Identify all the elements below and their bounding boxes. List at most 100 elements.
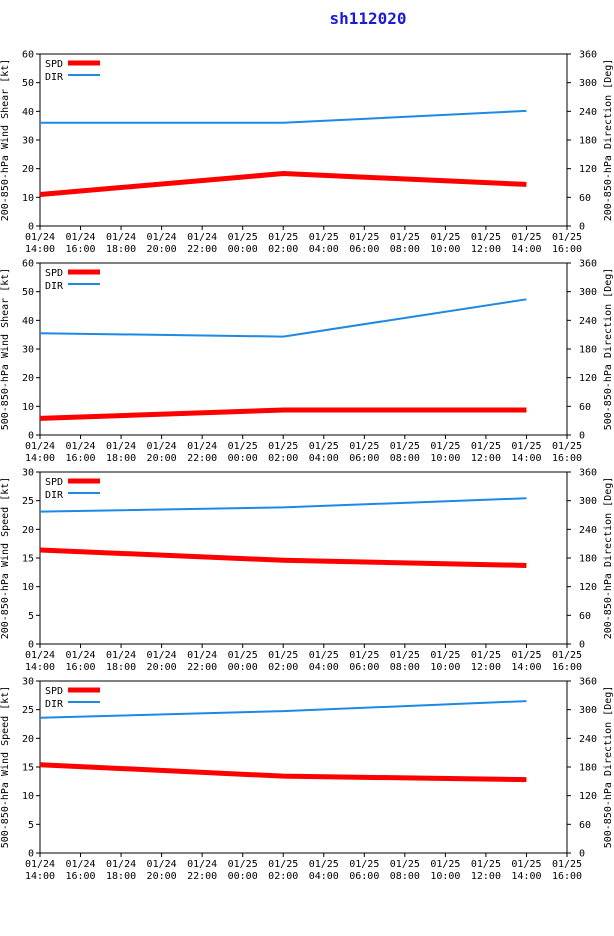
x-tick-date: 01/25 xyxy=(228,859,258,870)
x-tick-time: 20:00 xyxy=(147,453,177,464)
x-tick-time: 22:00 xyxy=(187,453,217,464)
x-tick-date: 01/25 xyxy=(309,441,339,452)
x-tick-time: 02:00 xyxy=(268,662,298,673)
x-tick-time: 00:00 xyxy=(228,453,258,464)
x-tick-time: 16:00 xyxy=(65,244,95,255)
x-tick-date: 01/24 xyxy=(106,650,136,661)
x-tick-time: 02:00 xyxy=(268,453,298,464)
left-tick-label: 25 xyxy=(22,496,34,507)
plot-frame xyxy=(39,53,568,227)
x-tick-time: 00:00 xyxy=(228,871,258,882)
x-tick-date: 01/25 xyxy=(268,441,298,452)
x-tick-time: 10:00 xyxy=(430,453,460,464)
right-tick-label: 0 xyxy=(579,849,585,860)
x-tick-date: 01/24 xyxy=(65,650,95,661)
x-tick-date: 01/25 xyxy=(228,232,258,243)
right-tick-label: 0 xyxy=(579,431,585,442)
x-tick-date: 01/24 xyxy=(147,650,177,661)
chart-panel-2: 010203040506006012018024030036001/2414:0… xyxy=(0,259,614,465)
x-tick-date: 01/24 xyxy=(187,232,217,243)
x-tick-date: 01/25 xyxy=(552,232,582,243)
x-tick-time: 12:00 xyxy=(471,453,501,464)
right-tick-label: 240 xyxy=(579,734,597,745)
left-tick-label: 0 xyxy=(28,431,34,442)
right-tick-label: 120 xyxy=(579,373,597,384)
x-tick-date: 01/25 xyxy=(552,650,582,661)
x-tick-time: 14:00 xyxy=(511,871,541,882)
x-tick-date: 01/24 xyxy=(25,232,55,243)
legend-dir-label: DIR xyxy=(45,72,64,83)
legend-spd-label: SPD xyxy=(45,59,63,70)
y-axis-label-left: 200-850-hPa Wind Shear [kt] xyxy=(0,59,11,222)
x-tick-time: 20:00 xyxy=(147,871,177,882)
x-tick-date: 01/25 xyxy=(349,232,379,243)
chart-title: sh112020 xyxy=(329,9,406,28)
dir-line xyxy=(39,497,527,513)
x-tick-date: 01/25 xyxy=(430,650,460,661)
x-tick-time: 16:00 xyxy=(65,871,95,882)
x-tick-date: 01/25 xyxy=(228,441,258,452)
x-tick-date: 01/25 xyxy=(471,232,501,243)
x-tick-date: 01/24 xyxy=(25,441,55,452)
x-tick-time: 14:00 xyxy=(25,662,55,673)
right-tick-label: 120 xyxy=(579,164,597,175)
spd-line xyxy=(39,547,527,568)
x-tick-time: 14:00 xyxy=(25,244,55,255)
x-tick-time: 06:00 xyxy=(349,662,379,673)
x-tick-time: 02:00 xyxy=(268,244,298,255)
x-tick-time: 18:00 xyxy=(106,871,136,882)
spd-line xyxy=(39,171,527,197)
legend-dir-label: DIR xyxy=(45,281,64,292)
x-tick-time: 06:00 xyxy=(349,871,379,882)
y-axis-label-right: 200-850-hPa Direction [Deg] xyxy=(603,477,614,640)
x-tick-date: 01/25 xyxy=(471,441,501,452)
x-tick-time: 22:00 xyxy=(187,662,217,673)
right-tick-label: 180 xyxy=(579,136,597,147)
left-tick-label: 25 xyxy=(22,705,34,716)
right-tick-label: 300 xyxy=(579,496,597,507)
x-tick-date: 01/24 xyxy=(147,441,177,452)
left-tick-label: 5 xyxy=(28,820,34,831)
x-tick-date: 01/25 xyxy=(228,650,258,661)
x-tick-date: 01/25 xyxy=(268,859,298,870)
x-tick-date: 01/25 xyxy=(268,650,298,661)
x-tick-date: 01/24 xyxy=(187,859,217,870)
left-tick-label: 20 xyxy=(22,525,34,536)
y-axis-label-right: 500-850-hPa Direction [Deg] xyxy=(603,686,614,849)
x-tick-date: 01/24 xyxy=(106,232,136,243)
right-tick-label: 360 xyxy=(579,677,597,688)
x-tick-time: 10:00 xyxy=(430,244,460,255)
x-tick-time: 00:00 xyxy=(228,244,258,255)
x-tick-time: 08:00 xyxy=(390,453,420,464)
right-tick-label: 60 xyxy=(579,820,591,831)
plot-frame xyxy=(39,471,568,645)
left-tick-label: 50 xyxy=(22,287,34,298)
legend-spd-label: SPD xyxy=(45,477,63,488)
left-tick-label: 10 xyxy=(22,193,34,204)
left-tick-label: 15 xyxy=(22,763,34,774)
left-tick-label: 40 xyxy=(22,316,34,327)
x-tick-time: 14:00 xyxy=(511,662,541,673)
chart-panels: 010203040506006012018024030036001/2414:0… xyxy=(0,50,614,883)
right-tick-label: 60 xyxy=(579,193,591,204)
x-tick-date: 01/24 xyxy=(187,441,217,452)
x-tick-time: 18:00 xyxy=(106,662,136,673)
left-tick-label: 15 xyxy=(22,554,34,565)
x-tick-time: 18:00 xyxy=(106,453,136,464)
x-tick-time: 10:00 xyxy=(430,871,460,882)
right-tick-label: 180 xyxy=(579,763,597,774)
x-tick-date: 01/24 xyxy=(65,232,95,243)
x-tick-date: 01/25 xyxy=(349,859,379,870)
x-tick-date: 01/25 xyxy=(511,441,541,452)
left-tick-label: 0 xyxy=(28,640,34,651)
chart-panel-3: 05101520253006012018024030036001/2414:00… xyxy=(0,468,614,674)
x-tick-date: 01/25 xyxy=(390,859,420,870)
x-tick-time: 08:00 xyxy=(390,871,420,882)
right-tick-label: 240 xyxy=(579,107,597,118)
right-tick-label: 60 xyxy=(579,611,591,622)
x-tick-time: 14:00 xyxy=(25,453,55,464)
x-tick-date: 01/25 xyxy=(511,232,541,243)
x-tick-date: 01/25 xyxy=(390,441,420,452)
x-tick-time: 14:00 xyxy=(25,871,55,882)
